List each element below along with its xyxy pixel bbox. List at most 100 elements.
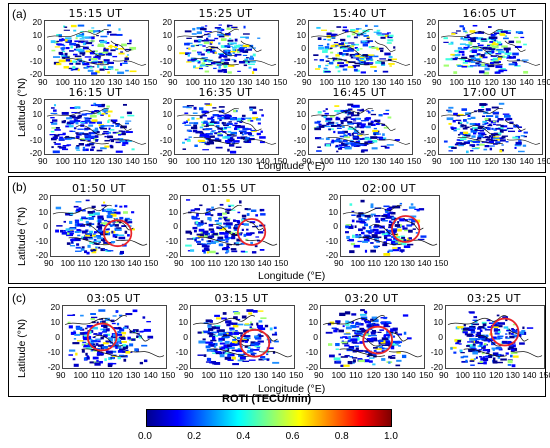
x-tick-label: 90	[184, 370, 194, 380]
roti-pixel	[492, 111, 500, 114]
roti-pixel	[335, 65, 340, 69]
x-tick-label: 90	[168, 77, 178, 87]
roti-pixel	[460, 37, 464, 39]
roti-pixel	[241, 133, 244, 136]
roti-pixel	[114, 235, 118, 238]
roti-pixel	[481, 63, 485, 66]
roti-pixel	[146, 320, 151, 323]
roti-pixel	[54, 46, 60, 48]
roti-pixel	[101, 103, 106, 106]
roti-pixel	[225, 320, 232, 324]
roti-pixel	[345, 323, 350, 326]
roti-pixel	[324, 48, 329, 51]
roti-pixel	[452, 119, 456, 123]
x-tick-label: 130	[505, 370, 520, 380]
roti-pixel	[343, 110, 349, 112]
roti-pixel	[69, 230, 73, 233]
roti-pixel	[103, 61, 108, 64]
y-tick-label: -20	[305, 362, 318, 372]
roti-pixel	[182, 122, 187, 124]
roti-map	[438, 20, 543, 76]
roti-pixel	[448, 122, 452, 125]
x-tick-label: 120	[94, 258, 109, 268]
roti-pixel	[196, 35, 203, 38]
roti-pixel	[225, 208, 232, 211]
roti-pixel	[356, 331, 364, 333]
roti-pixel	[233, 331, 239, 335]
roti-pixel	[384, 235, 391, 237]
roti-pixel	[399, 218, 405, 222]
roti-pixel	[350, 29, 356, 32]
x-tick-label: 90	[302, 156, 312, 166]
roti-pixel	[210, 241, 216, 244]
roti-pixel	[510, 352, 518, 355]
roti-pixel	[211, 206, 214, 209]
x-tick-label: 90	[56, 370, 66, 380]
coastline	[506, 60, 541, 66]
roti-pixel	[76, 210, 80, 213]
y-tick-label: -20	[430, 362, 443, 372]
roti-pixel	[205, 319, 212, 323]
roti-pixel	[125, 351, 131, 354]
roti-pixel	[389, 211, 394, 214]
roti-pixel	[93, 236, 99, 238]
roti-pixel	[376, 48, 380, 51]
roti-pixel	[218, 329, 225, 332]
map-time-label: 16:35 UT	[198, 86, 253, 99]
roti-pixel	[414, 208, 420, 210]
roti-pixel	[384, 236, 388, 240]
roti-pixel	[210, 46, 219, 49]
roti-pixel	[370, 213, 376, 216]
roti-pixel	[498, 69, 504, 73]
roti-pixel	[260, 130, 263, 133]
roti-pixel	[232, 135, 237, 137]
roti-pixel	[335, 348, 339, 351]
roti-pixel	[95, 139, 99, 142]
roti-pixel	[254, 245, 258, 248]
roti-pixel	[110, 139, 115, 143]
roti-pixel	[385, 343, 389, 346]
roti-pixel	[461, 124, 464, 127]
roti-pixel	[415, 232, 418, 234]
roti-pixel	[477, 135, 484, 138]
roti-pixel	[501, 45, 508, 48]
roti-pixel	[500, 33, 506, 36]
roti-pixel	[516, 40, 521, 44]
roti-pixel	[234, 127, 238, 131]
roti-pixel	[496, 325, 503, 328]
roti-pixel	[379, 329, 384, 331]
roti-pixel	[114, 224, 119, 227]
roti-pixel	[243, 25, 246, 29]
x-tick-label: 110	[73, 77, 87, 87]
roti-pixel	[250, 120, 254, 122]
roti-pixel	[100, 232, 106, 236]
roti-pixel	[443, 64, 449, 67]
highlight-circle	[239, 328, 271, 358]
roti-pixel	[95, 70, 100, 74]
roti-pixel	[493, 136, 500, 138]
roti-pixel	[242, 338, 249, 342]
roti-pixel	[108, 345, 114, 347]
roti-pixel	[74, 219, 80, 221]
roti-pixel	[469, 30, 476, 33]
roti-pixel	[331, 139, 335, 142]
x-tick-label: 140	[271, 370, 286, 380]
roti-pixel	[466, 344, 470, 347]
roti-pixel	[379, 47, 384, 50]
roti-pixel	[248, 312, 253, 315]
roti-pixel	[478, 109, 485, 111]
roti-pixel	[363, 34, 369, 37]
x-tick-label: 100	[319, 77, 334, 87]
roti-pixel	[237, 332, 243, 335]
roti-pixel	[75, 37, 78, 40]
roti-pixel	[214, 325, 221, 327]
x-tick-label: 140	[125, 77, 140, 87]
coastline	[176, 107, 240, 117]
roti-pixel	[494, 337, 501, 340]
roti-pixel	[220, 38, 227, 41]
roti-pixel	[462, 328, 470, 331]
roti-pixel	[216, 329, 220, 333]
roti-pixel	[359, 323, 364, 326]
roti-pixel	[119, 335, 126, 338]
roti-pixel	[359, 333, 367, 336]
